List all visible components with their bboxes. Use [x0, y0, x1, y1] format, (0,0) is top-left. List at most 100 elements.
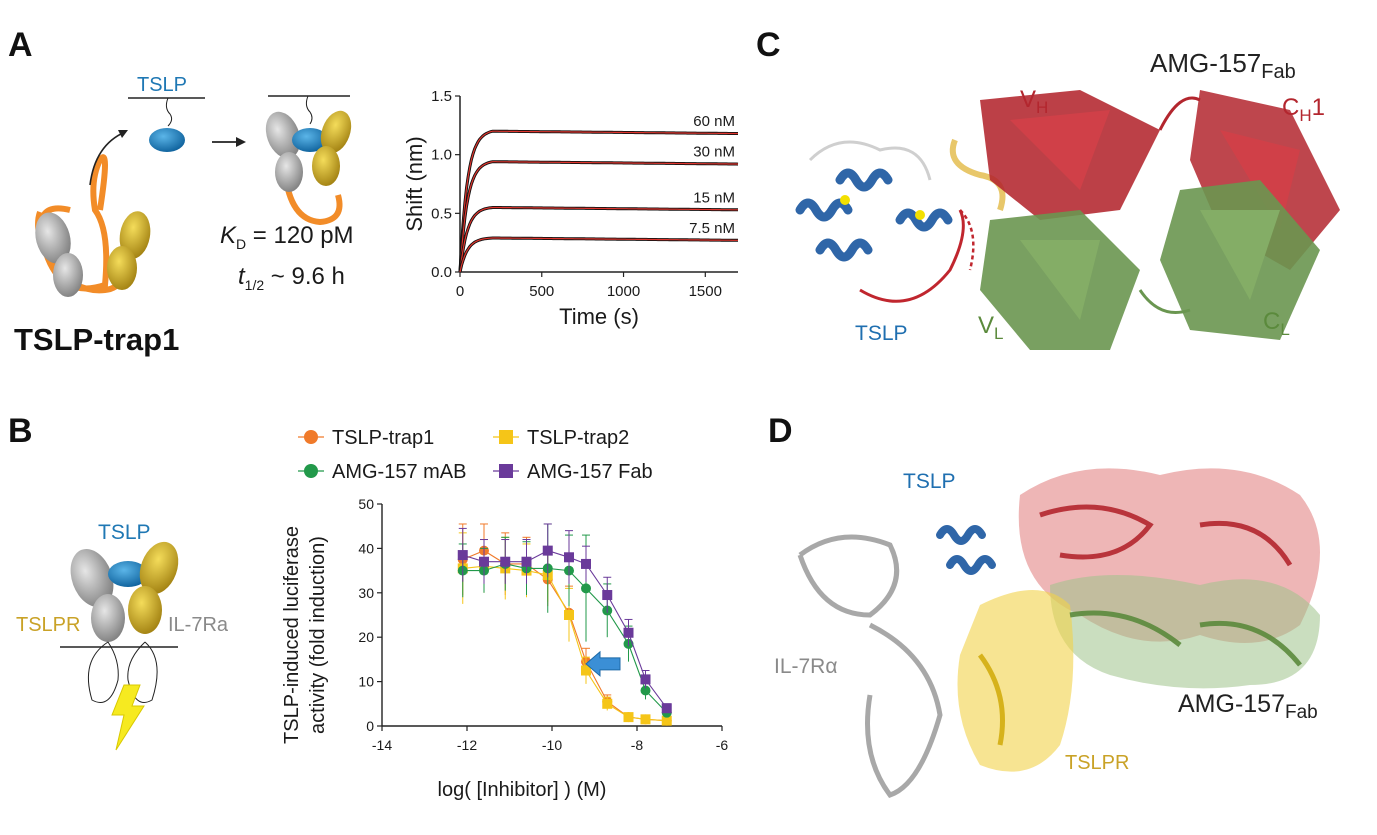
- data-point: [564, 610, 574, 620]
- data-point: [581, 665, 591, 676]
- y-axis-label-line1: TSLP-induced luciferase: [281, 526, 303, 744]
- construct-name: TSLP-trap1: [14, 322, 180, 357]
- tslp-label-b: TSLP: [98, 521, 151, 544]
- legend-label: TSLP-trap1: [332, 427, 434, 449]
- il7ra-label-b: IL-7Ra: [168, 614, 229, 636]
- data-point: [479, 556, 489, 567]
- x-tick-label: -10: [542, 737, 562, 753]
- sensorgram-trace: [458, 236, 738, 273]
- ch1-label: CH1: [1282, 94, 1325, 125]
- data-point: [623, 712, 634, 723]
- fit-curve: [462, 549, 667, 722]
- y-tick-label: 10: [358, 674, 374, 690]
- tslpr-label-b: TSLPR: [16, 614, 81, 636]
- il7ra-label-d: IL-7Rα: [774, 655, 838, 678]
- legend-label: AMG-157 mAB: [332, 461, 466, 483]
- series-label: 7.5 nM: [689, 220, 735, 237]
- fit-curve: [459, 206, 738, 273]
- series-label: 15 nM: [693, 189, 735, 206]
- fab-label-d: AMG-157Fab: [1178, 690, 1318, 723]
- data-point: [564, 552, 574, 563]
- data-point: [457, 550, 468, 561]
- y-axis-label: Shift (nm): [402, 136, 427, 231]
- fab-title-c: AMG-157Fab: [1150, 48, 1296, 84]
- legend-label: TSLP-trap2: [527, 427, 629, 449]
- data-point: [602, 590, 613, 601]
- legend-marker: [499, 430, 513, 444]
- tslp-blob: [149, 128, 185, 152]
- light-chain: [980, 180, 1320, 350]
- luciferase-inhibition-chart: TSLP-trap1 TSLP-trap2 AMG-157 mAB AMG-157 F…: [281, 427, 729, 801]
- x-tick-label: 500: [529, 283, 554, 300]
- x-tick-label: -12: [457, 737, 477, 753]
- tslp-label-c: TSLP: [855, 322, 908, 345]
- data-point: [623, 627, 634, 638]
- data-point: [581, 558, 591, 569]
- tslp-label-d: TSLP: [903, 470, 956, 493]
- shift-arrow-icon: [585, 650, 621, 677]
- crystal-structure-d: [797, 468, 1320, 798]
- x-axis-label: Time (s): [559, 304, 639, 329]
- tslpr-label-d: TSLPR: [1065, 752, 1130, 774]
- y-tick-label: 1.0: [431, 147, 452, 164]
- y-tick-label: 40: [358, 540, 374, 556]
- data-point: [640, 674, 651, 685]
- fit-curve: [459, 130, 738, 273]
- data-point: [581, 583, 591, 594]
- cl-label: CL: [1263, 308, 1290, 339]
- data-point: [521, 556, 532, 567]
- data-point: [602, 698, 613, 709]
- y-tick-label: 1.5: [431, 88, 452, 105]
- fab-surface-light: [1050, 575, 1320, 689]
- vl-label: VL: [978, 312, 1004, 343]
- fit-curve: [459, 237, 738, 273]
- binding-kinetics-chart: 0.0 0.5 1.0 1.5 0 500 1000 1500 Time (s) Shift (n…: [402, 88, 739, 329]
- y-tick-label: 20: [358, 629, 374, 645]
- legend-label: AMG-157 Fab: [527, 461, 653, 483]
- y-tick-label: 0: [366, 718, 374, 734]
- x-tick-label: 0: [456, 283, 464, 300]
- sensorgram-trace: [458, 160, 739, 273]
- y-axis-label-line2: activity (fold induction): [307, 536, 329, 734]
- domain-grey: [35, 212, 71, 264]
- tslp-helices: [795, 168, 953, 262]
- domain-gold: [119, 211, 151, 259]
- crystal-structure-c: [795, 90, 1340, 350]
- fit-curve: [459, 161, 739, 273]
- panel-letter-b: B: [8, 412, 33, 450]
- y-tick-label: 50: [358, 496, 374, 512]
- y-tick-label: 0.5: [431, 205, 452, 222]
- kd-readout: KD = 120 pM: [220, 222, 354, 252]
- x-tick-label: -6: [716, 737, 729, 753]
- data-point: [661, 703, 672, 714]
- tslp-label-a: TSLP: [137, 74, 188, 96]
- panel-letter-d: D: [768, 412, 793, 450]
- x-tick-label: -8: [631, 737, 644, 753]
- data-point: [500, 556, 511, 567]
- x-axis-label: log( [Inhibitor] ) (M): [438, 779, 607, 801]
- arrow-icon: [89, 131, 126, 186]
- tslpr-surface: [957, 590, 1074, 772]
- legend-marker: [499, 464, 513, 478]
- data-point: [661, 715, 672, 726]
- fit-curve: [462, 550, 668, 709]
- panel-letter-c: C: [756, 26, 781, 64]
- x-tick-label: -14: [372, 737, 392, 753]
- legend-marker: [304, 464, 318, 478]
- trap-schematic: [35, 95, 352, 297]
- vh-label: VH: [1020, 86, 1049, 117]
- half-life-readout: t1/2 ~ 9.6 h: [238, 263, 345, 293]
- fit-curve: [462, 563, 668, 714]
- fit-curve: [462, 565, 667, 722]
- signal-bolt-icon: [111, 684, 145, 751]
- y-tick-label: 30: [358, 585, 374, 601]
- panel-letter-a: A: [8, 26, 33, 64]
- series-label: 30 nM: [693, 144, 735, 161]
- receptor-schematic: [60, 541, 179, 751]
- data-point: [640, 685, 651, 696]
- data-point: [640, 714, 651, 725]
- x-tick-label: 1000: [607, 283, 640, 300]
- data-point: [542, 545, 553, 556]
- legend-marker: [304, 430, 318, 444]
- y-tick-label: 0.0: [431, 264, 452, 281]
